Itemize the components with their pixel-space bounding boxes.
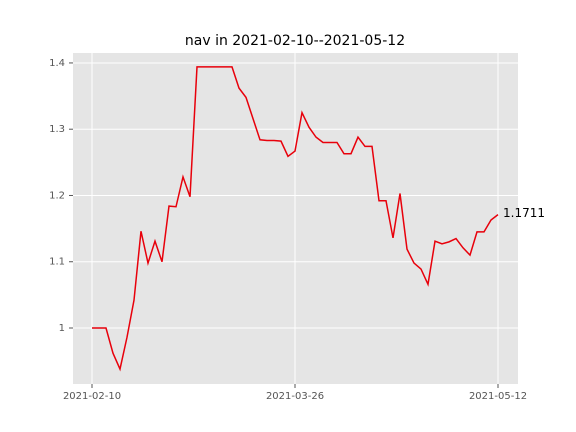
y-tick-label: 1.4 [49, 58, 65, 69]
y-tick-label: 1 [59, 323, 65, 334]
chart-title: nav in 2021-02-10--2021-05-12 [185, 33, 405, 49]
y-tick-label: 1.2 [49, 190, 65, 201]
x-tick-label: 2021-05-12 [469, 391, 527, 402]
y-tick-label: 1.3 [49, 124, 65, 135]
x-tick-label: 2021-02-10 [63, 391, 121, 402]
value-label: 1.1711 [503, 206, 545, 220]
y-tick-label: 1.1 [49, 257, 65, 268]
line [92, 66, 499, 372]
x-tick-label: 2021-03-26 [266, 391, 324, 402]
